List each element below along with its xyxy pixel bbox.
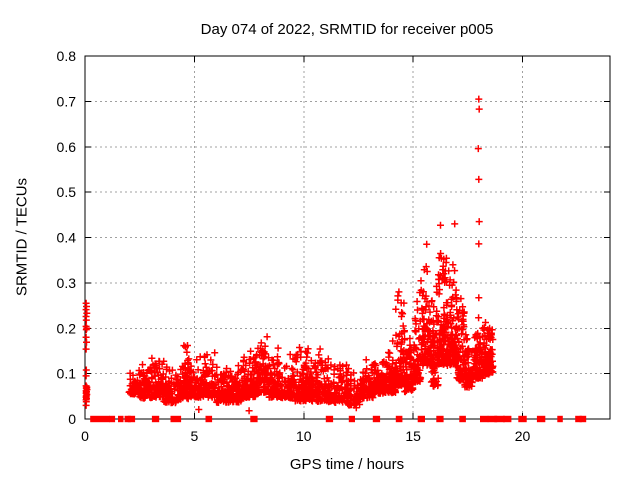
y-tick-label: 0.8 [57,48,77,64]
x-axis-label: GPS time / hours [289,456,405,473]
zero-value-run [127,415,136,423]
x-tick-label: 20 [515,428,531,444]
x-tick-label: 5 [190,428,198,444]
zero-value-run [170,415,182,423]
y-tick-label: 0 [68,411,76,427]
chart-title: Day 074 of 2022, SRMTID for receiver p00… [200,21,494,38]
zero-value-run [151,415,160,423]
x-tick-label: 10 [296,428,312,444]
zero-value-run [250,415,258,423]
y-tick-label: 0.7 [57,93,77,109]
zero-value-run [536,415,546,423]
zero-value-run [480,415,489,423]
y-tick-label: 0.6 [57,139,77,155]
zero-value-run [417,415,425,423]
zero-value-run [579,415,587,423]
zero-value-run [459,415,466,423]
y-tick-label: 0.5 [57,184,77,200]
zero-value-run [503,415,512,423]
y-tick-label: 0.1 [57,366,77,382]
zero-value-run [557,415,563,423]
zero-value-run [109,415,116,423]
zero-value-run [395,415,403,423]
zero-value-run [348,415,355,423]
zero-value-run [118,415,124,423]
zero-value-run [487,415,498,423]
zero-value-run [325,415,334,423]
zero-value-run [494,415,505,423]
zero-value-run [372,415,381,423]
y-tick-label: 0.3 [57,275,77,291]
scatter-points [82,95,497,415]
zero-value-run [205,415,213,423]
zero-value-run [124,415,131,423]
zero-value-run [518,415,527,423]
zero-value-run [90,415,110,423]
y-tick-label: 0.2 [57,320,77,336]
zero-value-run [575,415,582,423]
y-tick-label: 0.4 [57,230,77,246]
zero-value-run [436,415,444,423]
x-tick-label: 0 [81,428,89,444]
x-tick-label: 15 [405,428,421,444]
